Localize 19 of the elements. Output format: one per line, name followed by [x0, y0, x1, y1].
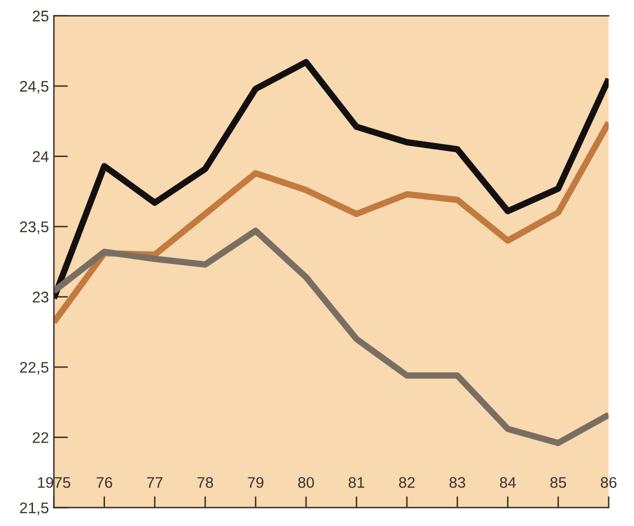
x-tick-label: 76 [96, 477, 112, 488]
x-tick-label: 81 [348, 477, 364, 488]
y-tick-label: 22 [32, 432, 48, 443]
x-tick-label: 84 [500, 477, 516, 488]
x-tick-label: 83 [450, 477, 466, 488]
x-tick-label: 80 [298, 477, 314, 488]
y-tick-label: 24,5 [20, 80, 48, 94]
y-tick-label: 22,5 [20, 362, 48, 375]
y-tick-label: 24 [32, 151, 49, 162]
y-tick-label: 23,5 [20, 221, 48, 234]
x-tick-label: 86 [600, 477, 616, 488]
x-tick-label: 77 [147, 477, 162, 488]
y-tick-label: 25 [32, 10, 48, 22]
x-tick-label: 78 [197, 477, 214, 488]
x-tick-label: 85 [550, 477, 566, 488]
x-tick-label: 79 [248, 477, 264, 488]
y-tick-label: 21,5 [20, 502, 48, 516]
x-tick-label: 82 [399, 477, 415, 488]
y-tick-label: 23 [32, 292, 48, 302]
